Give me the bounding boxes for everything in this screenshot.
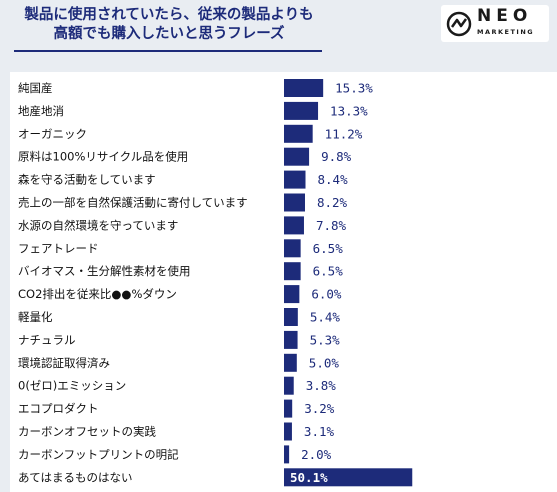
value-label: 15.3%: [335, 81, 373, 96]
bar: [284, 468, 413, 487]
bar: [284, 170, 306, 189]
value-label: 8.4%: [318, 172, 349, 187]
category-label: 森を守る活動をしています: [18, 173, 156, 187]
bar: [284, 376, 294, 395]
bar: [284, 422, 292, 441]
value-label: 5.0%: [309, 355, 340, 370]
category-label: 売上の一部を自然保護活動に寄付しています: [18, 196, 248, 210]
value-label: 9.8%: [321, 149, 352, 164]
value-label: 6.5%: [313, 264, 344, 279]
title-line-1: 製品に使用されていたら、従来の製品よりも: [24, 7, 314, 23]
title-underline: [14, 50, 322, 52]
bar: [284, 124, 313, 143]
bar: [284, 79, 324, 97]
bar: [284, 445, 290, 464]
category-label: 0(ゼロ)エミッション: [18, 379, 126, 393]
value-label: 6.5%: [313, 241, 344, 256]
category-label: ナチュラル: [18, 333, 76, 347]
category-label: 水源の自然環境を守っています: [18, 218, 178, 232]
value-label: 3.8%: [306, 378, 337, 393]
category-label: 環境認証取得済み: [18, 356, 110, 370]
value-label: 3.1%: [304, 424, 335, 439]
value-label: 3.2%: [304, 401, 335, 416]
category-label: カーボンフットプリントの明記: [18, 447, 179, 461]
category-label: 地産地消: [18, 104, 64, 118]
category-label: バイオマス・生分解性素材を使用: [18, 264, 191, 278]
bar: [284, 330, 298, 349]
category-label: カーボンオフセットの実践: [18, 425, 156, 439]
category-label: 原料は100%リサイクル品を使用: [18, 150, 188, 164]
category-label: あてはまるものはない: [18, 470, 133, 484]
category-label: CO2排出を従来比●●%ダウン: [18, 287, 177, 301]
value-label: 2.0%: [301, 447, 332, 462]
value-label: 6.0%: [311, 287, 342, 302]
value-label: 5.4%: [310, 310, 341, 325]
value-label: 5.3%: [310, 332, 341, 347]
logo-subtitle: MARKETING: [477, 28, 535, 36]
bar: [284, 147, 310, 166]
category-label: フェアトレード: [18, 241, 99, 255]
bar: [284, 399, 293, 418]
chart-title: 製品に使用されていたら、従来の製品よりも 高額でも購入したいと思うフレーズ: [14, 6, 324, 44]
value-label: 11.2%: [325, 126, 363, 141]
category-label: オーガニック: [18, 127, 87, 141]
category-label: 軽量化: [18, 310, 53, 324]
value-label: 13.3%: [330, 103, 368, 118]
bar: [284, 308, 298, 326]
title-line-2: 高額でも購入したいと思うフレーズ: [53, 26, 285, 42]
category-label: エコプロダクト: [18, 402, 99, 416]
value-label: 50.1%: [290, 470, 328, 485]
bar: [284, 285, 300, 304]
bar: [284, 193, 305, 212]
logo-name: NEO: [477, 6, 533, 26]
value-label: 7.8%: [316, 218, 347, 233]
chart-panel: 純国産 15.3% 地産地消 13.3% オーガニック 11.2% 原料は100%リサイクル…: [10, 72, 557, 492]
bar: [284, 239, 301, 258]
bar: [284, 353, 297, 372]
category-label: 純国産: [18, 81, 53, 95]
neo-marketing-logo: NEO MARKETING: [441, 5, 549, 42]
value-label: 8.2%: [317, 195, 348, 210]
logo-mark-icon: [446, 11, 472, 37]
bar: [284, 101, 319, 120]
bar: [284, 262, 301, 281]
bar: [284, 216, 304, 235]
bar-chart: 純国産 15.3% 地産地消 13.3% オーガニック 11.2% 原料は100%リサイクル…: [18, 79, 413, 487]
